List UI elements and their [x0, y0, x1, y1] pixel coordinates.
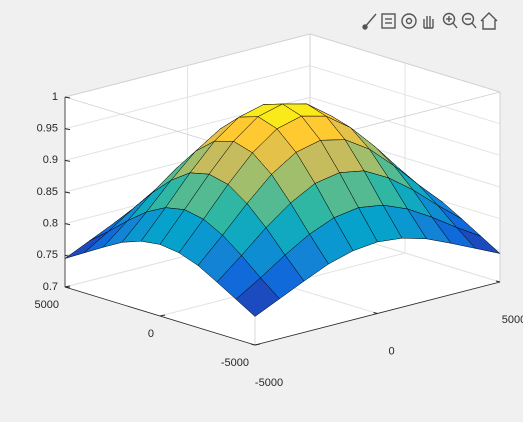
z-tick	[64, 191, 71, 194]
x-tick	[250, 343, 256, 346]
zoom-in-tool[interactable]	[442, 12, 458, 29]
z-tick	[64, 159, 71, 162]
x-tick-label: 5000	[502, 314, 523, 326]
grid-line	[64, 65, 311, 130]
z-tick-label: 0.8	[43, 218, 58, 230]
restore-view-tool[interactable]	[480, 12, 498, 30]
y-tick-label: 0	[148, 328, 154, 340]
zoom-out-tool[interactable]	[461, 12, 477, 29]
z-tick-label: 1	[52, 91, 58, 103]
x-tick	[495, 280, 501, 283]
axes-toolbar[interactable]	[362, 12, 498, 30]
y-tick	[64, 285, 71, 288]
grid-line	[309, 65, 501, 125]
rotate-tool[interactable]	[401, 13, 417, 29]
y-tick	[159, 314, 166, 317]
z-tick	[64, 128, 71, 131]
z-tick-label: 0.9	[43, 154, 58, 166]
x-tick-label: -5000	[255, 377, 283, 389]
x-tick-label: 0	[388, 345, 394, 357]
y-tick	[254, 343, 261, 346]
brush-tool[interactable]	[362, 13, 377, 30]
grid-line	[309, 96, 501, 156]
pan-tool[interactable]	[423, 16, 434, 29]
data-tips-tool[interactable]	[381, 13, 396, 29]
tick-labels: 0.7 0.75 0.8 0.85 0.9 0.95 1 -5000 0 5000 -5000 0 50…	[35, 91, 523, 389]
z-tick-label: 0.7	[43, 281, 58, 293]
surface-patch	[235, 277, 280, 317]
y-tick-label: 5000	[35, 299, 59, 311]
z-tick	[64, 96, 71, 99]
box-line	[309, 33, 501, 93]
z-tick-label: 0.85	[37, 186, 58, 198]
z-tick-label: 0.95	[37, 123, 58, 135]
z-tick-label: 0.75	[37, 249, 58, 261]
y-tick-label: -5000	[221, 357, 249, 369]
box-line	[64, 33, 311, 98]
x-tick	[373, 312, 378, 314]
z-tick	[64, 223, 71, 226]
surface	[64, 103, 501, 317]
